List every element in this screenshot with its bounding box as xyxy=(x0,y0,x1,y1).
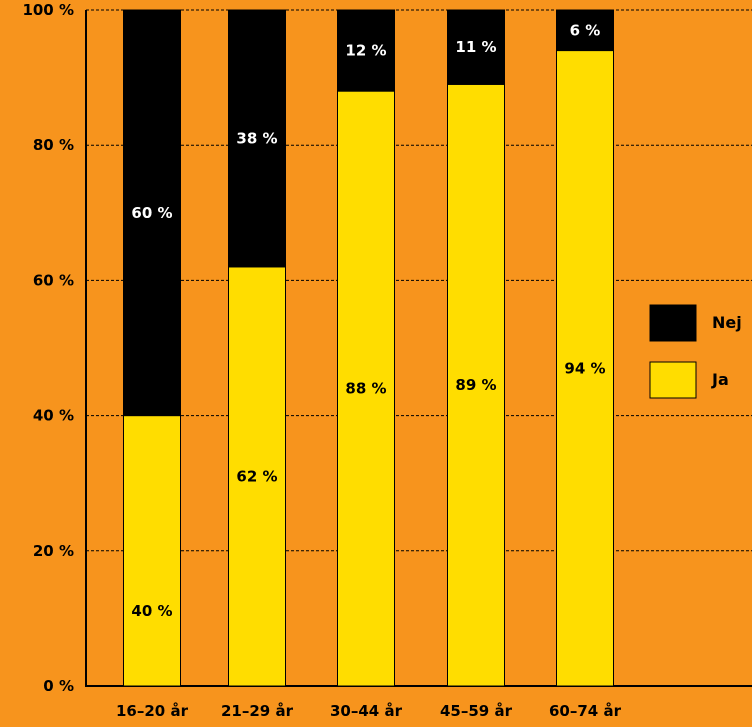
x-tick-label: 60–74 år xyxy=(549,702,622,720)
data-label-nej: 11 % xyxy=(455,38,496,56)
y-tick-label: 0 % xyxy=(43,677,74,695)
bars xyxy=(123,9,614,687)
legend-label: Nej xyxy=(712,313,742,332)
data-label-ja: 62 % xyxy=(236,467,277,485)
y-tick-label: 60 % xyxy=(33,271,74,289)
bar-nej xyxy=(556,9,614,52)
x-tick-label: 16–20 år xyxy=(116,702,189,720)
legend-label: Ja xyxy=(711,370,729,389)
bar-ja xyxy=(447,83,505,687)
bar-ja xyxy=(337,90,395,687)
data-label-nej: 6 % xyxy=(570,21,601,39)
axes: 0 % 20 % 40 % 60 % 80 % 100 % 16–20 år 21–29 år… xyxy=(22,1,752,720)
x-tick-label: 21–29 år xyxy=(221,702,294,720)
data-label-ja: 40 % xyxy=(131,602,172,620)
y-tick-label: 20 % xyxy=(33,542,74,560)
legend-swatch xyxy=(649,304,697,342)
bar-nej xyxy=(123,9,181,417)
data-label-ja: 94 % xyxy=(564,359,605,377)
bar-nej xyxy=(337,9,395,92)
gridlines xyxy=(86,9,752,552)
x-tick-label: 30–44 år xyxy=(330,702,403,720)
data-label-nej: 38 % xyxy=(236,129,277,147)
legend: Nej Ja xyxy=(649,304,742,399)
x-tick-label: 45–59 år xyxy=(440,702,513,720)
data-label-ja: 88 % xyxy=(345,380,386,398)
bar-ja xyxy=(123,415,181,687)
y-tick-label: 80 % xyxy=(33,136,74,154)
y-tick-label: 40 % xyxy=(33,407,74,425)
data-label-ja: 89 % xyxy=(455,376,496,394)
bar-ja xyxy=(556,50,614,687)
legend-swatch xyxy=(649,361,697,399)
data-label-nej: 60 % xyxy=(131,204,172,222)
bar-nej xyxy=(228,9,286,268)
bar-nej xyxy=(447,9,505,85)
data-labels: 40 % 60 % 62 % 38 % 88 % 12 % 89 % 11 % 94 % 6 % xyxy=(131,21,605,620)
data-label-nej: 12 % xyxy=(345,42,386,60)
y-tick-label: 100 % xyxy=(22,1,74,19)
